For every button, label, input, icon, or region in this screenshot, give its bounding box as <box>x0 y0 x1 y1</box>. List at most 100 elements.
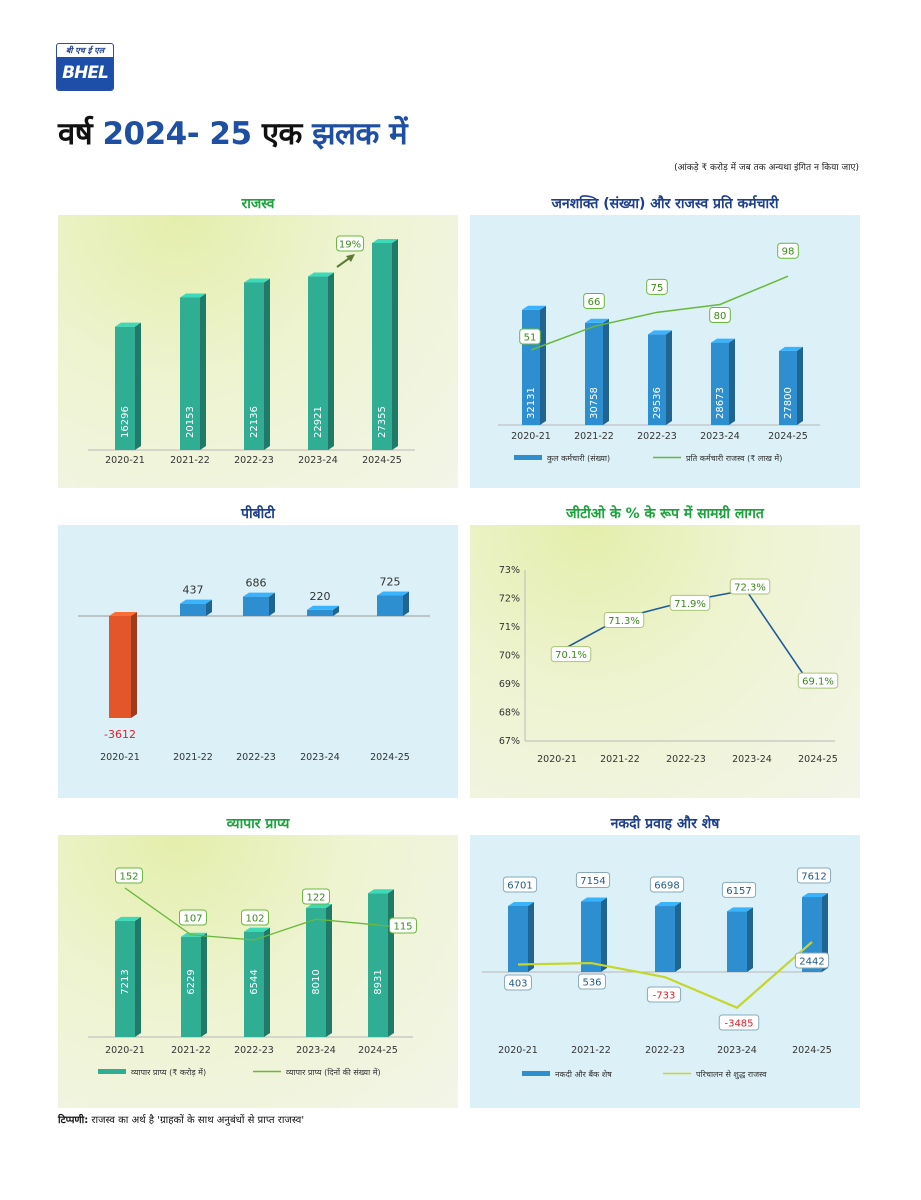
legend-swatch-bar <box>98 1069 126 1074</box>
revenue-chart: 16296 20153 22136 22921 27355 2020-21 2021-22 2… <box>58 215 458 488</box>
point-label: 69.1% <box>802 677 834 688</box>
employee-bar <box>711 338 735 425</box>
pbt-bar <box>377 591 409 616</box>
bar-value-label: 27355 <box>377 406 388 438</box>
line-value-label-box <box>709 306 731 323</box>
line-value-label-box <box>646 278 668 295</box>
line-value-label: 75 <box>651 283 664 294</box>
category-label: 2020-21 <box>537 754 577 765</box>
revenue-bar-front <box>372 243 392 450</box>
bar-value-label: 28673 <box>715 387 726 419</box>
pbt-bar-top <box>180 599 212 604</box>
line-value-label: 66 <box>588 297 601 308</box>
employee-bar-side <box>540 305 546 425</box>
footnote: टिप्पणी: राजस्व का अर्थ है 'ग्राहकों के … <box>58 1112 304 1126</box>
y-tick-label: 68% <box>499 708 520 719</box>
bhel-logo: बी एच ई एल BHEL <box>56 43 114 91</box>
revenue-bar-top <box>180 293 206 298</box>
point-label-box <box>550 646 592 663</box>
line-value-label: 152 <box>119 872 138 883</box>
legend-label: व्यापार प्राप्य (दिनों की संख्या में) <box>286 1067 381 1077</box>
revenue-bar-top <box>372 239 398 243</box>
cash-balance-bar <box>581 897 607 972</box>
line-value-label-box <box>578 973 606 990</box>
bar-value-label: 29536 <box>652 387 663 419</box>
category-label: 2023-24 <box>732 754 772 765</box>
cash-balance-bar-top <box>508 901 534 906</box>
bar-value-label: 7612 <box>801 872 826 883</box>
pbt-bar-top <box>377 591 409 596</box>
point-label-box <box>729 578 771 595</box>
revenue-bar-front <box>308 276 328 450</box>
employee-bar <box>779 346 803 425</box>
bar-value-label: 437 <box>183 584 204 597</box>
bar-value-label: 220 <box>310 590 331 603</box>
revenue-bar <box>115 322 141 450</box>
bar-value-label: 32131 <box>526 387 537 419</box>
bar-value-label: 7213 <box>120 969 131 994</box>
y-tick-label: 71% <box>499 622 520 633</box>
title-year: 2024- 25 <box>102 116 252 152</box>
employee-bar-side <box>729 338 735 425</box>
pbt-bar-side <box>206 599 212 616</box>
title-part: वर्ष <box>58 116 93 152</box>
point-label: 71.9% <box>674 599 706 610</box>
cash-balance-bar-side <box>601 897 607 972</box>
bar-value-label: 27800 <box>783 387 794 419</box>
revenue-bar <box>308 272 334 450</box>
pbt-bar-side <box>403 591 409 616</box>
line-value-label: -733 <box>653 991 676 1002</box>
legend-label: नकदी और बैंक शेष <box>555 1069 612 1079</box>
category-label: 2020-21 <box>100 752 140 763</box>
receivables-bar-side <box>201 932 207 1037</box>
cash-balance-bar <box>655 902 681 972</box>
page-title: वर्ष 2024- 25 एक झलक में <box>58 112 408 154</box>
receivables-bar <box>181 932 207 1037</box>
net-cash-line <box>517 941 813 1009</box>
line-value-label: 102 <box>245 914 264 925</box>
category-label: 2022-23 <box>637 431 677 442</box>
cash-balance-bar-top <box>727 907 753 912</box>
point-label: 70.1% <box>555 650 587 661</box>
footnote-text: राजस्व का अर्थ है 'ग्राहकों के साथ अनुबं… <box>88 1115 305 1126</box>
cashflow-title: नकदी प्रवाह और शेष <box>610 816 720 832</box>
y-tick-label: 67% <box>499 736 520 747</box>
bar-value-label: 8931 <box>373 969 384 994</box>
cash-balance-bar-side <box>822 893 828 972</box>
employee-bar-front <box>585 322 603 425</box>
growth-annotation-box <box>336 235 364 252</box>
pbt-bar-side <box>269 592 275 616</box>
pbt-bar <box>109 612 137 718</box>
employee-bar-top <box>585 318 609 323</box>
receivables-title: व्यापार प्राप्य <box>226 816 290 832</box>
line-value-label-box <box>718 1014 760 1031</box>
line-value-label-box <box>519 328 541 345</box>
category-label: 2021-22 <box>571 1045 611 1056</box>
pbt-bar-top <box>243 592 275 597</box>
revenue-bar <box>244 278 270 450</box>
line-value-label: -3485 <box>724 1019 753 1030</box>
pbt-bar-top <box>109 612 137 616</box>
revenue-bar-front <box>115 326 135 450</box>
receivable-days-line <box>124 887 394 941</box>
point-label-box <box>603 611 645 628</box>
employee-bar-top <box>648 330 672 335</box>
revenue-bar-top <box>115 322 141 327</box>
category-label: 2024-25 <box>370 752 410 763</box>
category-label: 2020-21 <box>105 455 145 466</box>
cashflow-chart: 6701 7154 6698 6157 7612 403 536 -733 -3485 2442 2… <box>470 835 860 1108</box>
category-label: 2022-23 <box>645 1045 685 1056</box>
material-cost-title: जीटीओ के % के रूप में सामग्री लागत <box>566 506 764 522</box>
point-label: 71.3% <box>608 616 640 627</box>
line-value-label-box <box>583 292 605 309</box>
receivables-bar-front <box>244 931 264 1037</box>
bar-value-label: 8010 <box>311 969 322 994</box>
category-label: 2023-24 <box>717 1045 757 1056</box>
category-label: 2024-25 <box>792 1045 832 1056</box>
cash-balance-bar-front <box>727 911 747 972</box>
line-value-label-box <box>504 974 532 991</box>
revenue-bar-side <box>264 278 270 450</box>
bar-value-label: 20153 <box>185 406 196 438</box>
pbt-bar-front <box>243 596 269 616</box>
point-label-box <box>797 672 839 689</box>
